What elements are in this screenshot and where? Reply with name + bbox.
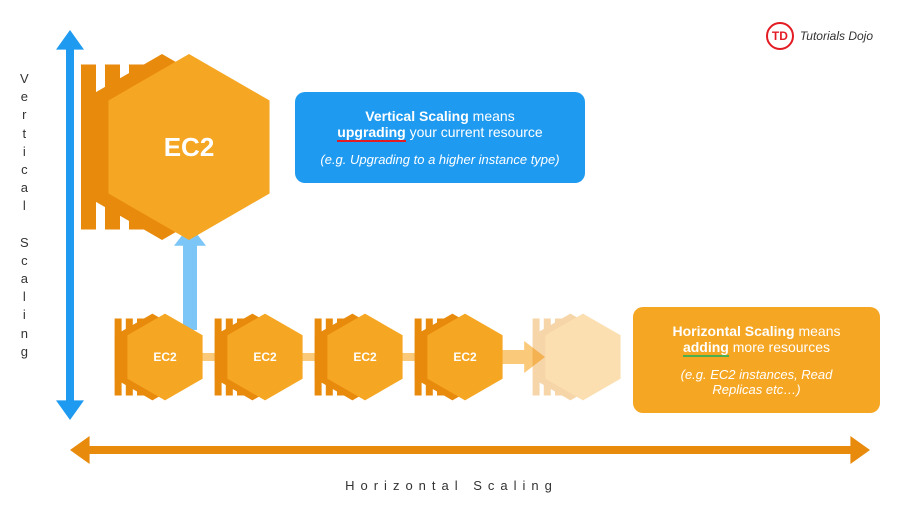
svg-text:EC2: EC2 — [253, 350, 277, 364]
diagram-svg: EC2 EC2 EC2 EC2 EC2 — [0, 0, 903, 518]
callout-subtext: (e.g. Upgrading to a higher instance typ… — [317, 152, 563, 167]
callout-subtext: (e.g. EC2 instances, Read Replicas etc…) — [655, 367, 858, 397]
svg-text:EC2: EC2 — [353, 350, 377, 364]
callout-underline: adding — [683, 339, 729, 357]
callout-text: your current resource — [410, 124, 543, 140]
callout-text: more resources — [733, 339, 830, 355]
callout-underline: upgrading — [337, 124, 405, 142]
callout-text: means — [798, 323, 840, 339]
callout-text: means — [473, 108, 515, 124]
svg-text:EC2: EC2 — [453, 350, 477, 364]
callout-title: Horizontal Scaling — [672, 323, 794, 339]
svg-text:EC2: EC2 — [153, 350, 177, 364]
svg-text:EC2: EC2 — [164, 132, 215, 162]
vertical-scaling-callout: Vertical Scaling means upgrading your cu… — [295, 92, 585, 183]
callout-title: Vertical Scaling — [365, 108, 469, 124]
horizontal-scaling-callout: Horizontal Scaling means adding more res… — [633, 307, 880, 413]
